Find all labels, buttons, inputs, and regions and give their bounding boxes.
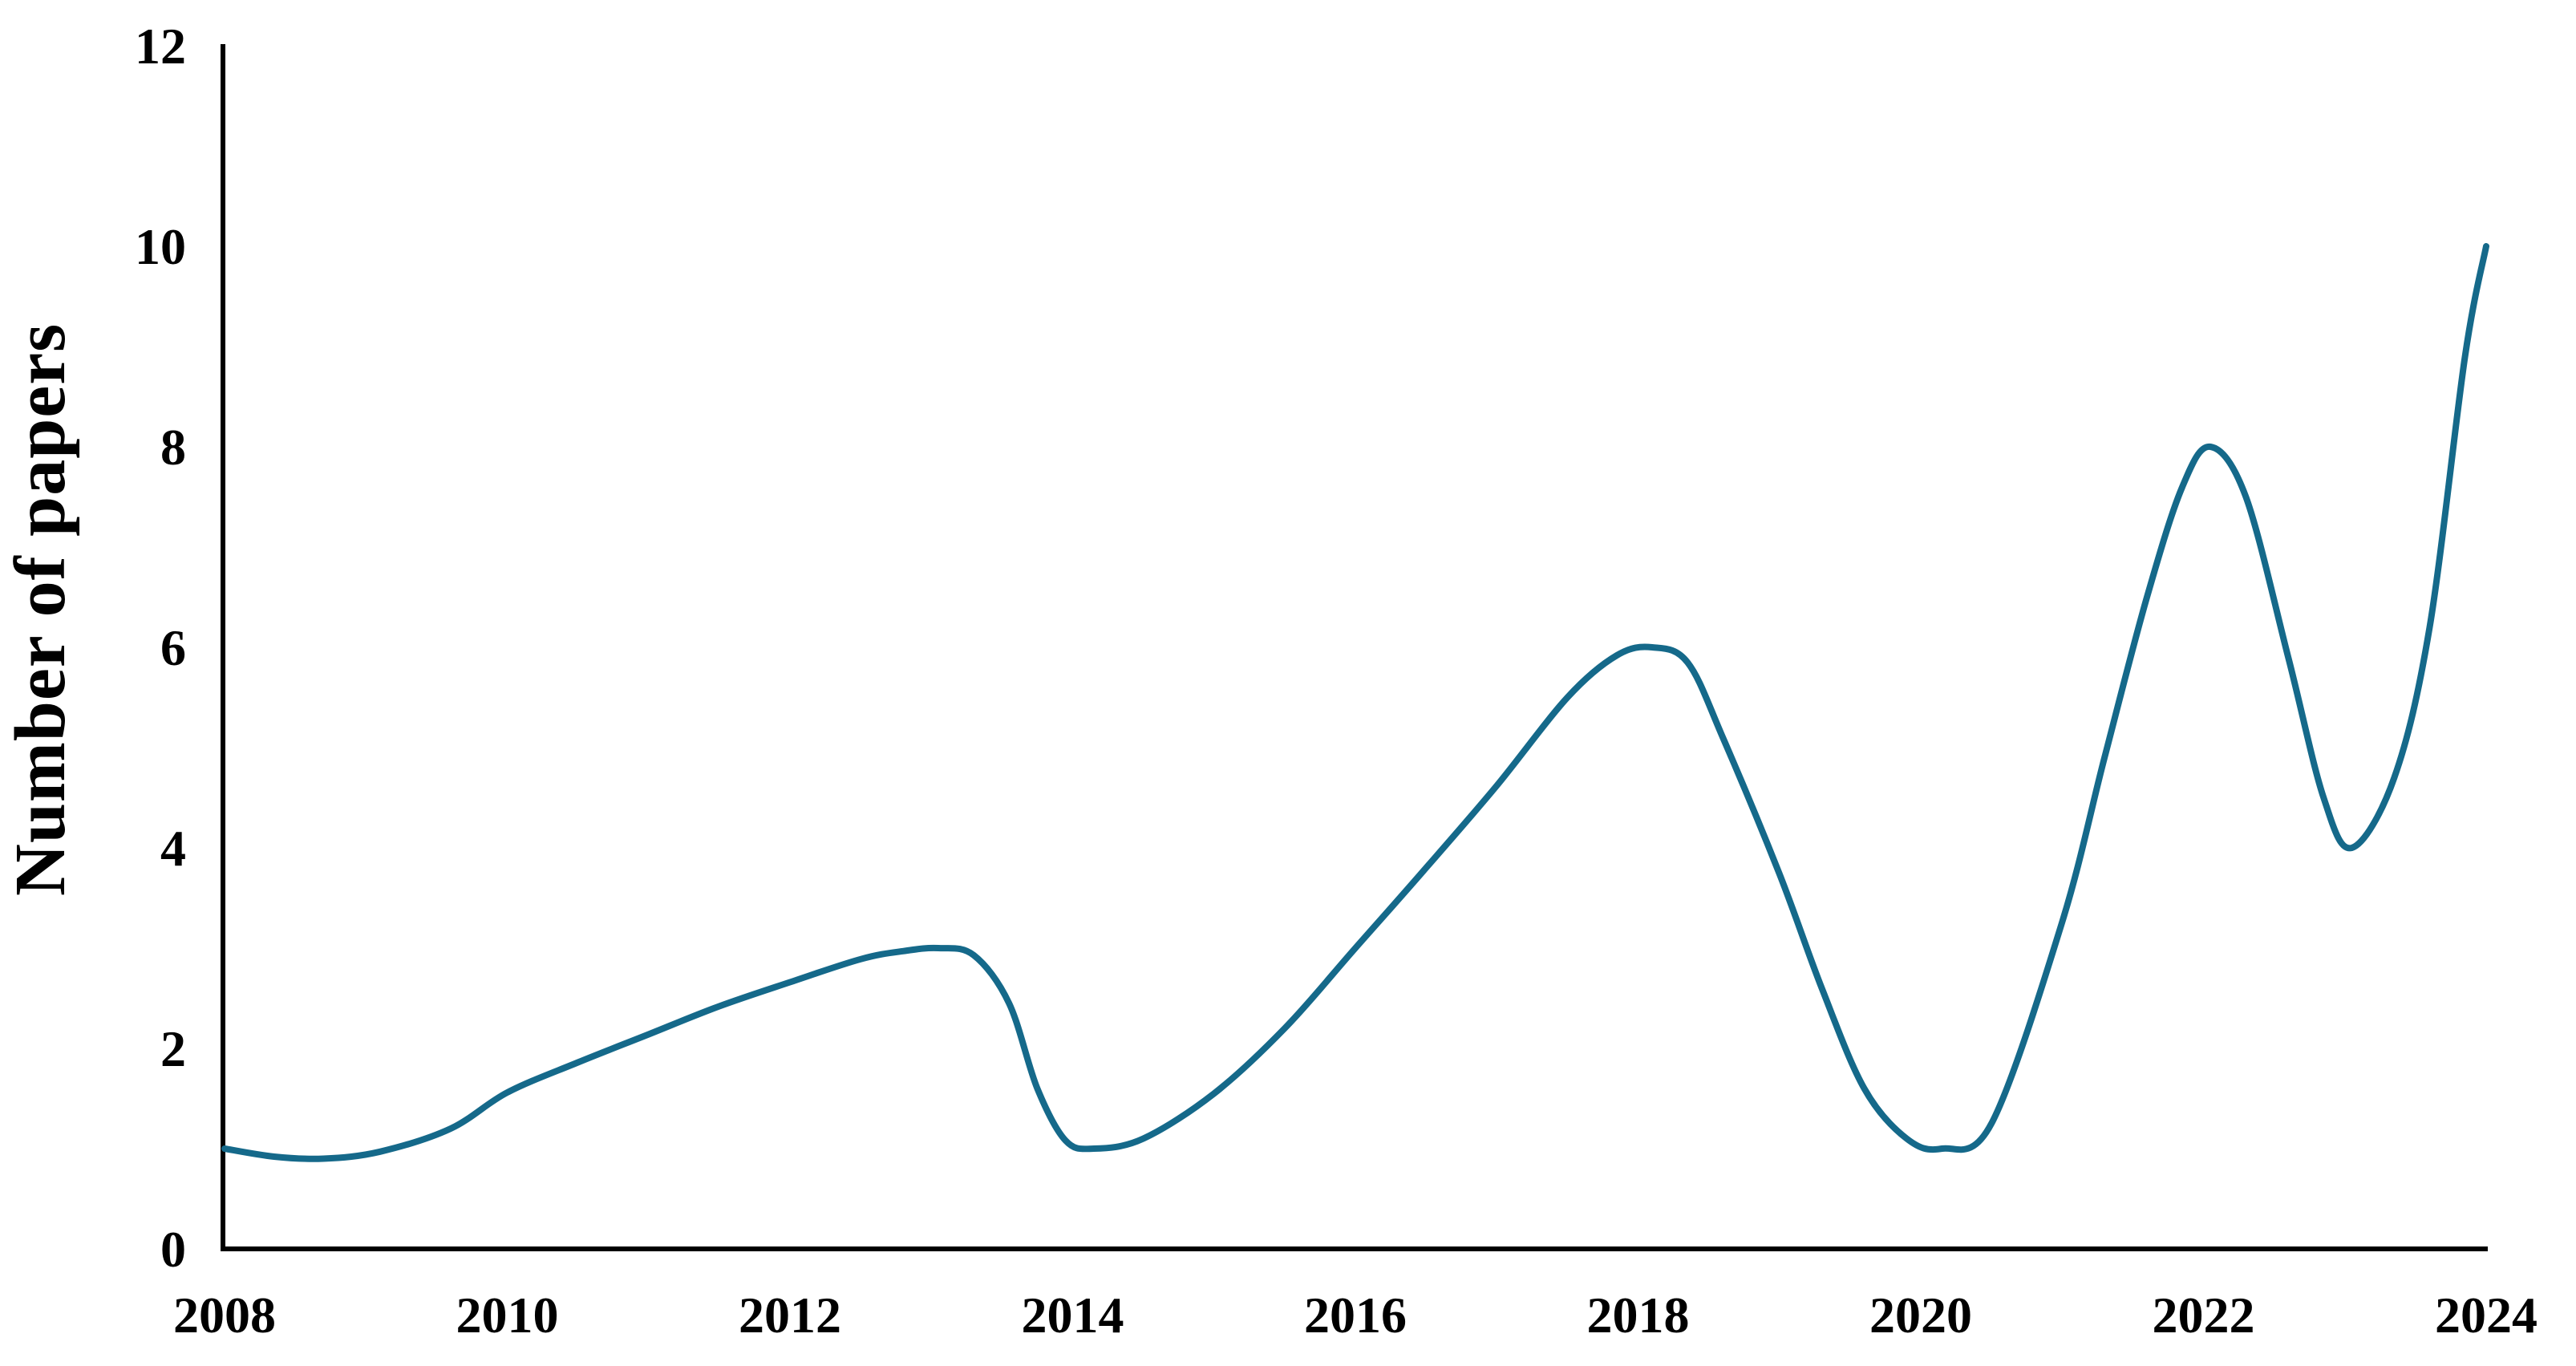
x-tick-label: 2022 [2153,1287,2255,1344]
y-axis-title: Number of papers [1,323,80,896]
y-tick-label: 4 [160,820,186,877]
y-tick-label: 8 [160,419,186,476]
x-axis-tick-labels: 2008 2010 2012 2014 2016 2018 2020 2022 2024 [173,1287,2538,1344]
x-tick-label: 2020 [1869,1287,1972,1344]
series-line [221,243,2489,1162]
x-tick-label: 2016 [1304,1287,1407,1344]
y-tick-label: 2 [160,1020,186,1077]
y-tick-label: 12 [135,18,186,75]
x-tick-label: 2012 [739,1287,841,1344]
y-tick-label: 10 [135,218,186,275]
x-tick-label: 2014 [1022,1287,1124,1344]
x-tick-label: 2024 [2435,1287,2538,1344]
y-tick-label: 6 [160,619,186,676]
x-tick-label: 2010 [456,1287,559,1344]
y-tick-label: 0 [160,1221,186,1278]
y-axis-tick-labels: 0 2 4 6 8 10 12 [135,18,186,1278]
x-tick-label: 2008 [173,1287,276,1344]
x-tick-label: 2018 [1587,1287,1690,1344]
